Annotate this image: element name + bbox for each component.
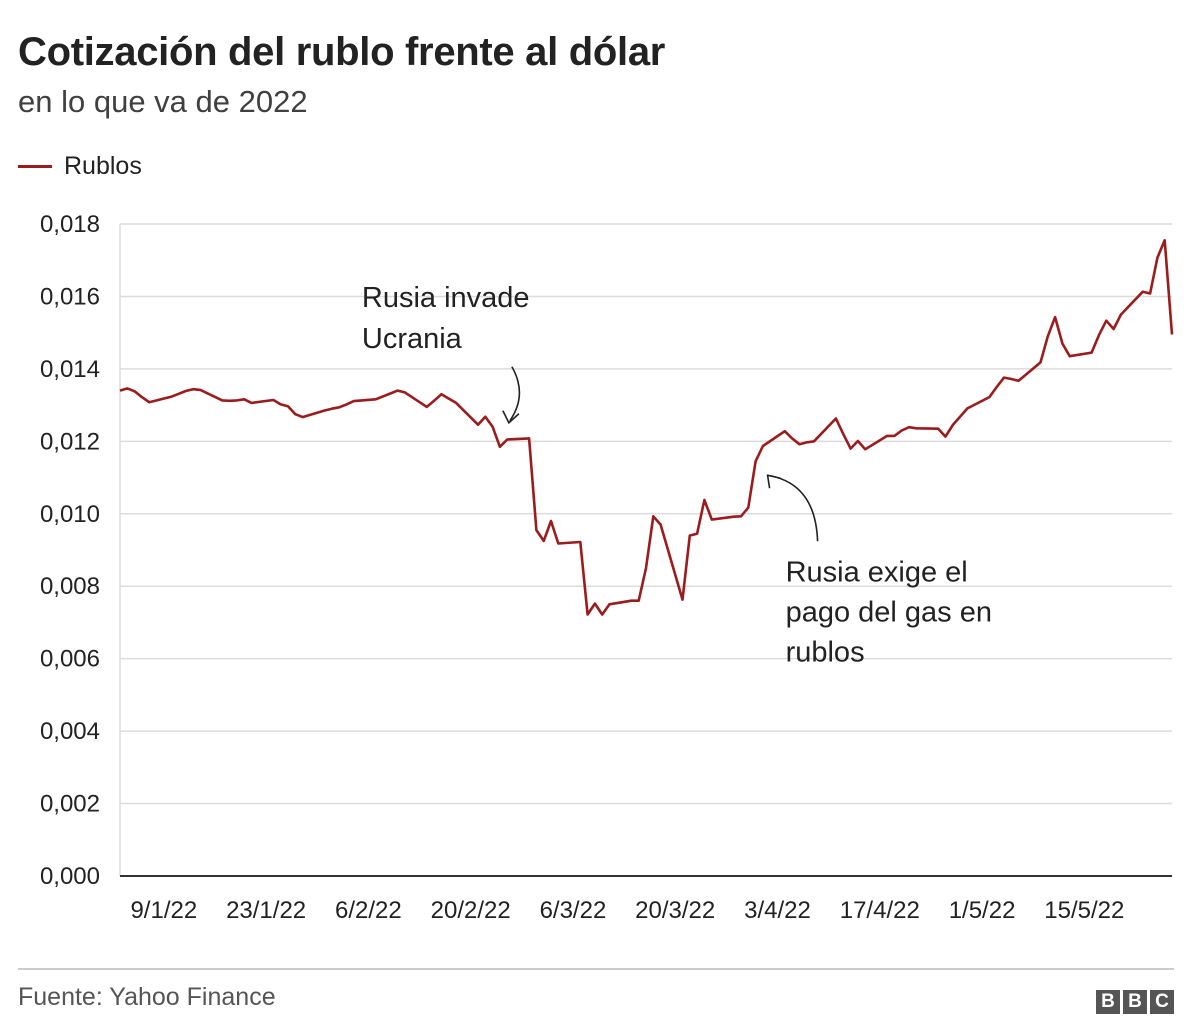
bbc-logo-letter: B [1096,990,1120,1014]
annotation-text: Rusia invade [362,282,530,314]
y-tick-label: 0,008 [40,573,100,600]
series-layer [119,238,1174,616]
x-tick-label: 6/3/22 [540,897,607,924]
x-tick-label: 3/4/22 [744,897,811,924]
annotation-text: pago del gas en [786,596,992,628]
x-tick-label: 23/1/22 [226,897,306,924]
y-tick-label: 0,000 [40,863,100,890]
source-note: Fuente: Yahoo Finance [18,983,276,1011]
annotation-arrow [767,474,819,542]
chart-subtitle: en lo que va de 2022 [18,84,308,119]
annotation-text: Rusia exige el [786,556,968,588]
bbc-logo-letter: C [1150,990,1174,1014]
y-tick-label: 0,006 [40,646,100,673]
annotation-arrow [509,366,521,422]
annotation-arrowhead [766,474,781,489]
x-tick-label: 20/2/22 [431,897,511,924]
bbc-logo-letter: B [1123,990,1147,1014]
line-chart: 0,000 0,002 0,004 0,006 0,008 0,010 0,012 0,014… [40,211,1174,924]
x-tick-label: 17/4/22 [840,897,920,924]
x-tick-label: 15/5/22 [1044,897,1124,924]
y-tick-label: 0,018 [40,211,100,238]
series-line-rublos [119,238,1174,616]
legend-label: Rublos [64,152,142,180]
annotation-arrowhead [502,410,520,425]
x-tick-label: 1/5/22 [949,897,1016,924]
footer-divider [18,968,1174,970]
bbc-logo: B B C [1096,990,1174,1014]
y-tick-label: 0,016 [40,283,100,310]
y-axis: 0,000 0,002 0,004 0,006 0,008 0,010 0,012 0,014… [40,211,100,890]
grid-lines [119,223,1172,877]
y-tick-label: 0,012 [40,428,100,455]
annotations: Rusia invade Ucrania Rusia exige el pago de… [362,282,992,668]
y-tick-label: 0,004 [40,718,100,745]
y-tick-label: 0,014 [40,356,100,383]
legend: Rublos [18,152,142,181]
x-tick-label: 9/1/22 [130,897,197,924]
legend-swatch [18,165,52,168]
y-tick-label: 0,002 [40,791,100,818]
y-tick-label: 0,010 [40,501,100,528]
x-tick-label: 6/2/22 [335,897,402,924]
annotation-text: Ucrania [362,323,463,355]
annotation-text: rublos [786,636,865,668]
x-tick-label: 20/3/22 [635,897,715,924]
x-axis: 9/1/22 23/1/22 6/2/22 20/2/22 6/3/22 20/3/22 3… [130,897,1124,924]
chart-title: Cotización del rublo frente al dólar [18,30,666,74]
